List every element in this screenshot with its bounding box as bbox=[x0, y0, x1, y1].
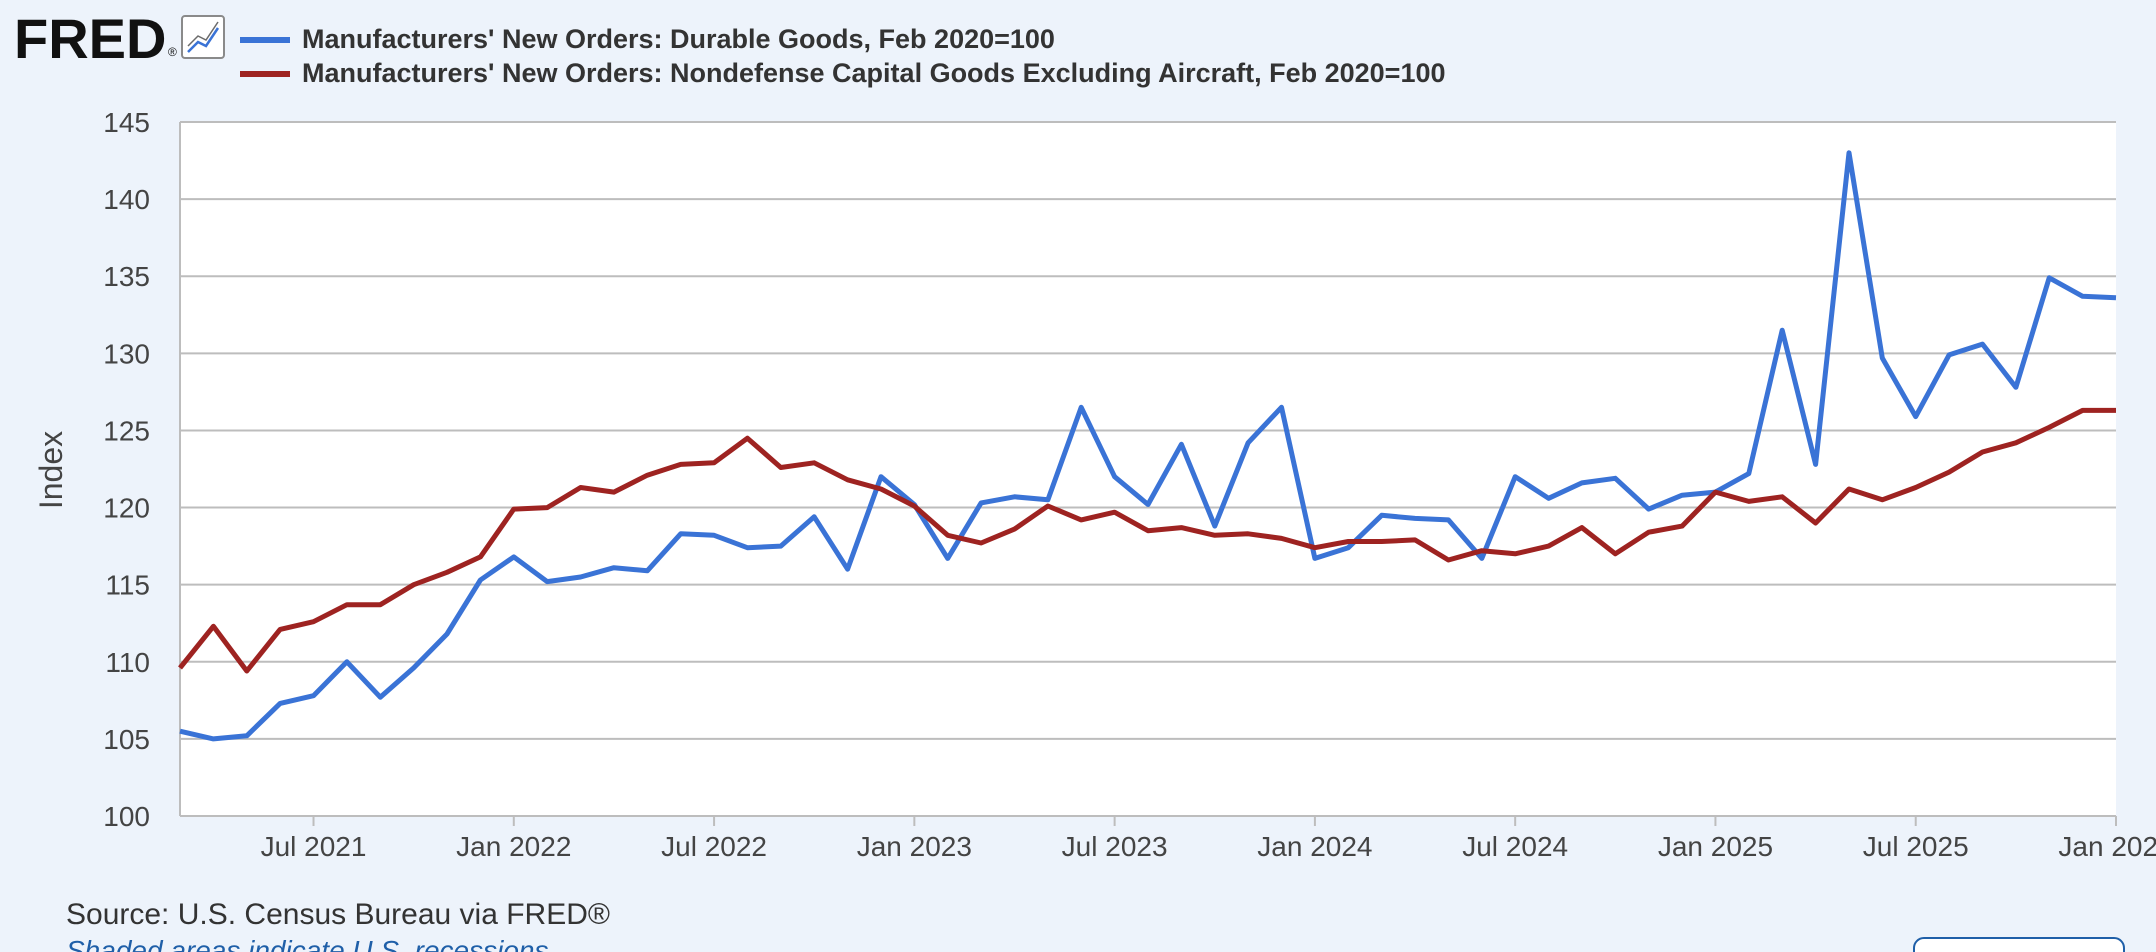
y-tick-label: 120 bbox=[103, 493, 150, 524]
x-tick-label: Jul 2023 bbox=[1062, 831, 1168, 862]
fred-logo-text: FRED bbox=[14, 7, 166, 70]
x-tick-label: Jan 2026 bbox=[2058, 831, 2156, 862]
x-tick-label: Jan 2025 bbox=[1658, 831, 1773, 862]
x-tick-label: Jul 2022 bbox=[661, 831, 767, 862]
y-axis-label: Index bbox=[33, 431, 69, 509]
recession-note-link[interactable]: Shaded areas indicate U.S. recessions. bbox=[66, 935, 556, 952]
series-line-durable-goods[interactable] bbox=[179, 150, 2117, 742]
y-tick-label: 125 bbox=[103, 415, 150, 446]
y-tick-label: 135 bbox=[103, 261, 150, 292]
y-tick-label: 115 bbox=[105, 570, 150, 601]
legend-item-durable[interactable]: Manufacturers' New Orders: Durable Goods… bbox=[240, 24, 1055, 54]
legend-label-capital: Manufacturers' New Orders: Nondefense Ca… bbox=[302, 58, 1446, 88]
x-tick-label: Jul 2021 bbox=[261, 831, 367, 862]
line-chart-icon bbox=[181, 15, 225, 59]
x-tick-label: Jan 2022 bbox=[456, 831, 571, 862]
series-layer bbox=[178, 150, 2117, 742]
registered-mark: ® bbox=[168, 45, 177, 59]
y-axis-ticks: 100 105 110 115 120 125 130 135 140 145 bbox=[103, 107, 150, 832]
y-tick-label: 100 bbox=[103, 801, 150, 832]
x-tick-label: Jul 2024 bbox=[1462, 831, 1568, 862]
x-axis-ticks: Jul 2021 Jan 2022 Jul 2022 Jan 2023 Jul 2023… bbox=[261, 816, 2156, 862]
y-tick-label: 130 bbox=[103, 338, 150, 369]
y-tick-label: 145 bbox=[103, 107, 150, 138]
source-note: Source: U.S. Census Bureau via FRED® bbox=[66, 898, 610, 931]
y-tick-label: 105 bbox=[103, 724, 150, 755]
legend-item-capital[interactable]: Manufacturers' New Orders: Nondefense Ca… bbox=[240, 58, 1446, 88]
fred-logo[interactable]: FRED ® bbox=[14, 7, 225, 70]
x-tick-label: Jan 2024 bbox=[1257, 831, 1372, 862]
series-line-capital-goods[interactable] bbox=[178, 407, 2116, 674]
x-tick-label: Jul 2025 bbox=[1863, 831, 1969, 862]
plot-area bbox=[180, 122, 2116, 816]
legend: Manufacturers' New Orders: Durable Goods… bbox=[240, 24, 1446, 88]
grid-lines bbox=[180, 121, 2116, 740]
x-tick-label: Jan 2023 bbox=[857, 831, 972, 862]
y-tick-label: 140 bbox=[103, 184, 150, 215]
footer-button[interactable] bbox=[1913, 937, 2125, 952]
legend-label-durable: Manufacturers' New Orders: Durable Goods… bbox=[302, 24, 1055, 54]
y-tick-label: 110 bbox=[105, 647, 150, 678]
